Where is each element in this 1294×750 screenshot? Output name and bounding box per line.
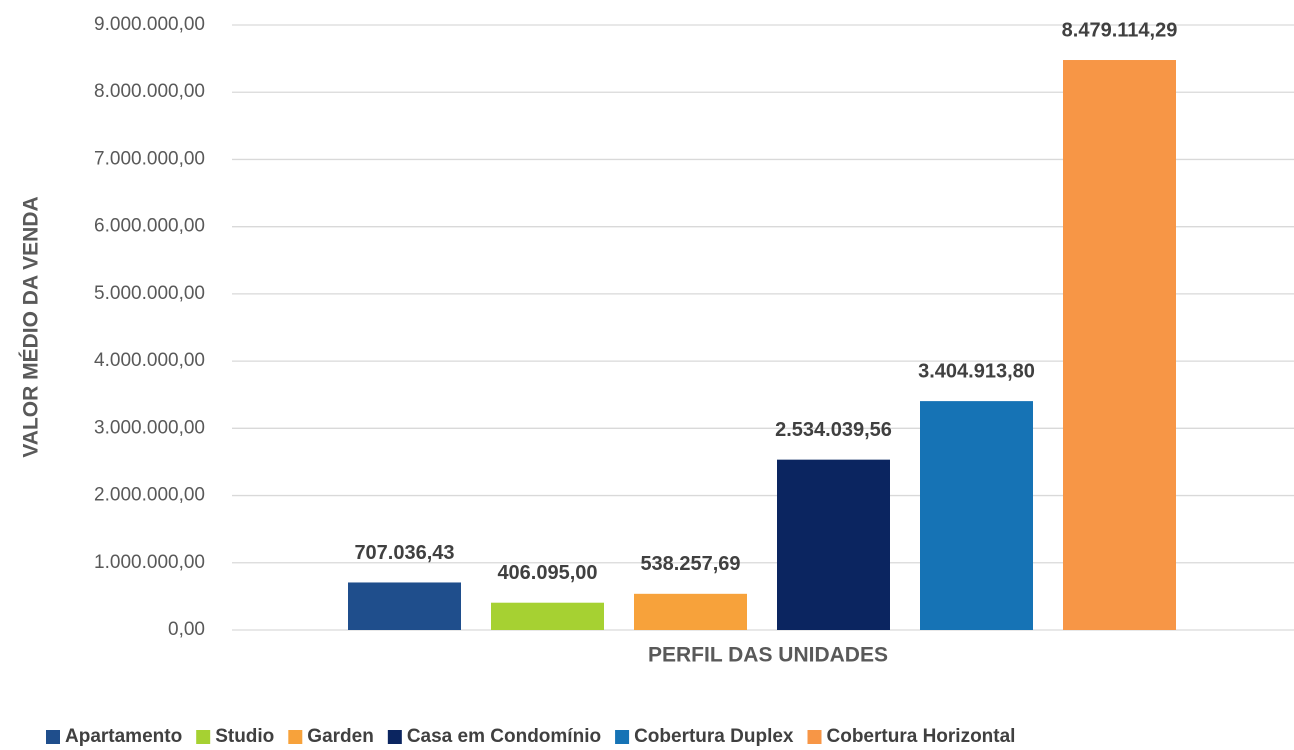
legend-swatch bbox=[46, 730, 60, 744]
bar bbox=[1063, 60, 1176, 631]
legend-label: Cobertura Duplex bbox=[634, 726, 794, 747]
y-tick-label: 7.000.000,00 bbox=[94, 148, 205, 169]
y-tick-label: 1.000.000,00 bbox=[94, 552, 205, 573]
data-label: 3.404.913,80 bbox=[918, 360, 1035, 382]
legend-swatch bbox=[288, 730, 303, 744]
data-label: 707.036,43 bbox=[354, 542, 454, 564]
data-label: 2.534.039,56 bbox=[775, 419, 892, 441]
y-tick-label: 8.000.000,00 bbox=[94, 81, 205, 102]
bar bbox=[491, 602, 604, 630]
y-axis-title: VALOR MÉDIO DA VENDA bbox=[20, 196, 43, 457]
data-label: 8.479.114,29 bbox=[1062, 19, 1178, 41]
legend-swatch bbox=[807, 730, 822, 744]
y-tick-label: 9.000.000,00 bbox=[94, 14, 205, 35]
data-label: 406.095,00 bbox=[497, 562, 597, 584]
y-tick-label: 4.000.000,00 bbox=[94, 350, 205, 371]
y-tick-label: 6.000.000,00 bbox=[94, 216, 205, 237]
legend-label: Apartamento bbox=[65, 726, 182, 747]
data-label: 538.257,69 bbox=[640, 553, 740, 575]
bar bbox=[777, 459, 890, 630]
y-tick-label: 0,00 bbox=[168, 619, 205, 640]
legend-swatch bbox=[615, 730, 630, 744]
legend-label: Cobertura Horizontal bbox=[827, 726, 1016, 747]
x-axis-title: PERFIL DAS UNIDADES bbox=[648, 644, 888, 667]
legend-label: Studio bbox=[215, 726, 274, 747]
bar bbox=[920, 401, 1033, 630]
bar bbox=[348, 582, 461, 630]
legend-label: Casa em Condomínio bbox=[407, 726, 601, 747]
legend-swatch bbox=[387, 730, 402, 744]
y-tick-label: 5.000.000,00 bbox=[94, 283, 205, 304]
legend-label: Garden bbox=[307, 726, 374, 747]
y-tick-label: 3.000.000,00 bbox=[94, 417, 205, 438]
legend-swatch bbox=[196, 730, 211, 744]
bar bbox=[634, 593, 747, 630]
y-tick-label: 2.000.000,00 bbox=[94, 485, 205, 506]
